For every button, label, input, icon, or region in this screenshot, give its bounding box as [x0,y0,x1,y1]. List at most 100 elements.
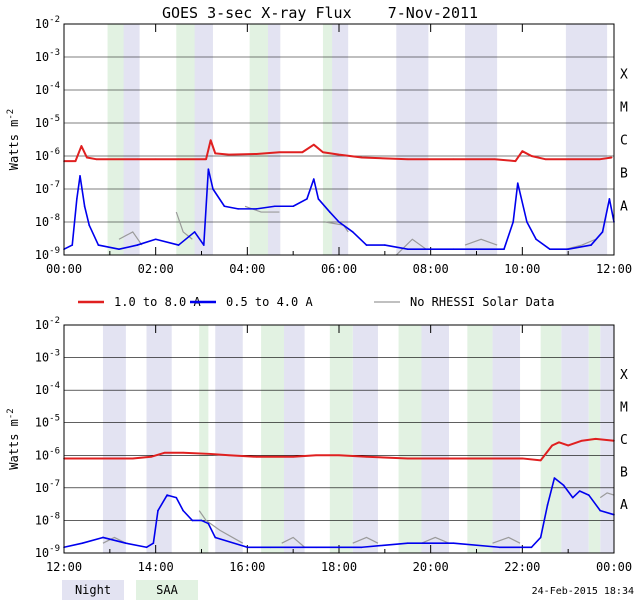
data-point [610,156,613,159]
no-rhessi-data-line [198,510,244,544]
night-band [215,325,243,553]
data-point [223,205,226,208]
data-point [95,158,97,160]
y-tick-label: 10-4 [35,81,60,97]
y-tick-label: 10-9 [35,544,60,560]
saa-band [329,325,353,553]
data-point [86,156,88,159]
data-point [312,178,315,180]
data-point [498,546,501,549]
data-point [484,457,487,460]
x-tick-label: 14:00 [138,560,174,574]
data-point [549,248,551,250]
flare-class-label: M [620,101,628,116]
no-rhessi-data-line [492,536,521,544]
legend-band-swatch [136,580,198,600]
series-long [63,437,615,462]
data-point [255,208,258,210]
data-point [81,542,84,544]
night-band [565,24,608,255]
data-point [361,546,363,549]
no-rhessi-data-line [352,536,379,544]
night-band [102,325,126,553]
legend-band-label: Night [75,583,111,597]
data-point [154,238,157,241]
data-point [338,454,340,457]
data-point [214,536,217,539]
data-point [175,496,178,499]
data-point [406,158,409,160]
data-point [274,205,276,208]
night-band [465,24,498,255]
data-point [601,231,604,233]
data-point [315,546,317,549]
data-point [546,504,549,506]
data-point [200,519,203,522]
y-tick-label: 10-8 [35,213,60,229]
data-point [452,158,455,160]
no-rhessi-data-line [118,231,143,246]
data-point [157,509,159,512]
data-point [452,457,455,460]
data-point [571,496,574,499]
data-point [164,451,166,454]
flare-class-label: A [620,200,628,215]
data-point [301,151,304,154]
legend-label: 0.5 to 4.0 A [226,295,313,309]
data-point [246,546,249,549]
night-band [561,325,589,553]
flare-class-label: C [620,134,628,149]
data-point [118,158,120,160]
data-point [102,536,104,539]
data-point [322,151,324,154]
data-point [429,248,432,250]
data-point [521,150,524,152]
flare-class-label: B [620,466,628,481]
legend-top: 1.0 to 8.0 A 0.5 to 4.0 A No RHESSI Solar … [78,295,555,309]
y-tick-label: 10-2 [35,316,60,332]
x-tick-label: 22:00 [504,560,540,574]
y-tick-label: 10-8 [35,511,60,527]
data-point [406,542,409,544]
data-point [212,188,214,190]
data-point [228,454,230,457]
data-point [581,439,583,442]
footer-timestamp: 24-Feb-2015 18:34 [532,586,634,597]
night-band [421,325,449,553]
data-point [317,198,320,200]
y-tick-label: 10-4 [35,381,60,397]
data-point [182,451,184,454]
data-point [567,158,569,160]
flare-class-label: B [620,167,628,182]
data-point [97,244,100,246]
data-point [608,198,611,200]
data-point [83,205,86,208]
y-tick-label: 10-9 [35,246,60,262]
legend-band-swatch [62,580,124,600]
flare-class-label: C [620,433,628,448]
night-band [396,24,429,255]
x-tick-label: 04:00 [229,262,265,276]
data-point [406,457,409,460]
data-point [553,477,556,479]
legend-bottom: Night SAA [62,580,198,600]
flare-class-label: M [620,400,628,415]
x-tick-label: 10:00 [504,262,540,276]
data-point [154,158,157,160]
data-point [475,248,478,250]
night-band [327,24,349,255]
bottom-panel: 10-9 10-8 10-7 10-6 10-5 10-4 10-3 10-2 A B C M X Wat… [6,316,632,574]
data-point [406,248,409,250]
x-tick-label: 18:00 [321,560,357,574]
y-axis-title: Watts m-2 [6,408,21,469]
y-tick-label: 10-5 [35,114,60,130]
data-point [80,145,83,147]
data-point [193,231,196,233]
data-point [494,158,496,160]
data-point [88,224,91,226]
data-point [567,444,569,447]
data-point [79,175,81,177]
no-rhessi-data-line [395,238,427,256]
data-point [177,244,180,246]
data-point [587,494,590,496]
